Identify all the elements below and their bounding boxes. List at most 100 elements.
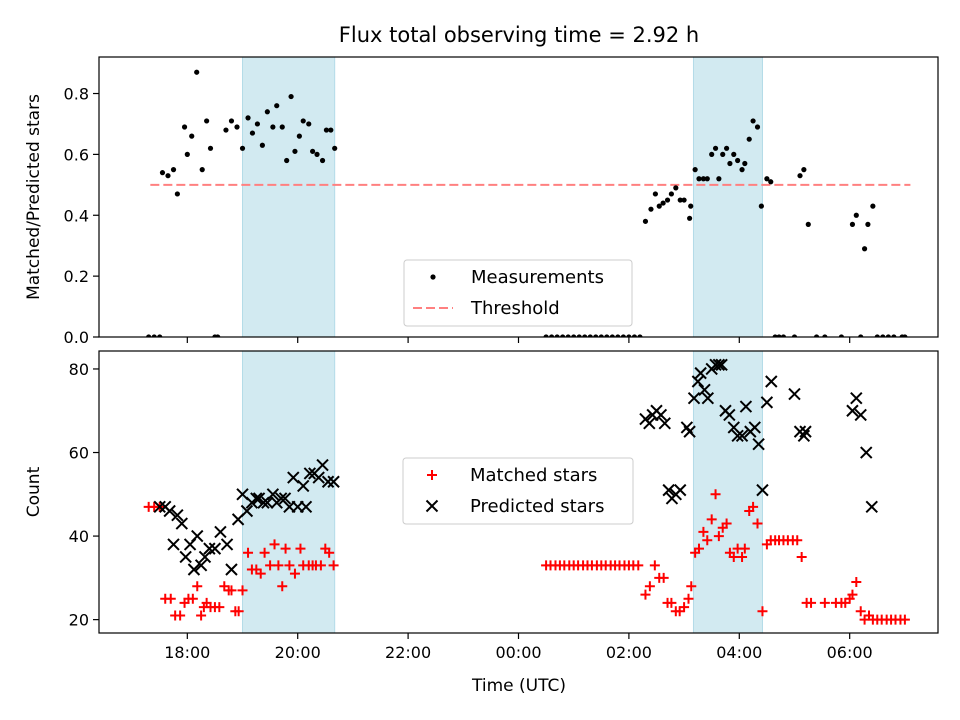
y-axis-label: Matched/Predicted stars — [24, 94, 44, 300]
legend-box — [403, 259, 633, 327]
x-tick-label: 04:00 — [716, 643, 762, 662]
predicted-star-point — [316, 458, 329, 472]
measurement-point — [709, 151, 715, 157]
measurement-point — [245, 115, 251, 121]
measurement-point — [170, 167, 177, 173]
measurement-point — [194, 69, 200, 75]
matched-star-point — [633, 560, 644, 571]
matched-star-point — [757, 606, 768, 617]
measurement-point — [292, 148, 298, 154]
measurement-point — [582, 334, 588, 337]
matched-star-point — [280, 543, 291, 554]
measurement-point — [768, 179, 774, 185]
plot-layer: 0.0 0.2 0.4 0.6 0.8 Matched/Predicted stars Me… — [24, 56, 939, 662]
measurement-point — [151, 334, 157, 337]
matched-star-point — [702, 535, 713, 546]
matched-star-point — [328, 560, 339, 571]
panel-1: 0.0 0.2 0.4 0.6 0.8 Matched/Predicted stars Me… — [24, 56, 939, 347]
measurement-point — [620, 334, 626, 337]
measurement-point — [791, 334, 798, 337]
matched-star-point — [658, 572, 669, 583]
predicted-star-point — [760, 396, 774, 409]
measurement-point — [776, 334, 782, 337]
matched-star-point — [644, 581, 655, 592]
measurement-point — [652, 191, 658, 197]
x-tick-label: 20:00 — [275, 643, 321, 662]
measurement-point — [284, 157, 290, 164]
measurement-point — [609, 334, 615, 337]
measurement-point — [673, 185, 679, 191]
measurement-point — [865, 221, 871, 227]
matched-star-point — [165, 593, 176, 604]
predicted-star-point — [723, 408, 736, 422]
x-tick-label: 00:00 — [495, 643, 541, 662]
predicted-star-point — [163, 504, 176, 518]
y-tick-label: 0.8 — [64, 85, 89, 104]
predicted-star-point — [266, 488, 280, 501]
predicted-star-point — [167, 538, 180, 551]
measurement-point — [319, 157, 326, 164]
measurement-point — [758, 203, 764, 209]
measurement-point — [902, 334, 908, 337]
measurement-point — [543, 334, 549, 337]
predicted-star-point — [198, 550, 212, 564]
measurement-point — [750, 118, 756, 124]
measurement-point — [631, 334, 638, 337]
measurement-point — [264, 109, 270, 115]
predicted-star-point — [698, 383, 711, 397]
predicted-star-point — [765, 375, 778, 388]
matched-star-point — [289, 568, 300, 579]
predicted-star-point — [735, 429, 749, 443]
matched-star-point — [324, 547, 335, 558]
predicted-star-point — [179, 550, 192, 564]
panel-2: 20 40 60 80 18:00 20:00 22:00 00:00 02:00 04:00 06… — [24, 350, 939, 662]
matched-star-point — [237, 585, 248, 596]
measurement-point — [249, 130, 256, 136]
matched-star-point — [855, 606, 866, 617]
measurement-point — [189, 133, 195, 139]
predicted-star-point — [171, 508, 184, 522]
predicted-star-point — [175, 517, 189, 530]
predicted-star-point — [191, 529, 204, 543]
measurement-point — [700, 176, 707, 182]
measurement-point — [560, 334, 566, 337]
predicted-star-point — [220, 538, 234, 551]
matched-star-point — [737, 551, 748, 562]
matched-star-point — [847, 589, 858, 600]
matched-star-point — [739, 543, 750, 554]
matched-star-point — [806, 597, 817, 608]
measurement-point — [712, 145, 719, 151]
measurement-point — [300, 118, 306, 124]
measurement-point — [853, 212, 859, 218]
matched-star-point — [683, 593, 694, 604]
measurement-point — [648, 206, 654, 212]
measurement-point — [681, 197, 687, 203]
measurement-point — [664, 197, 671, 203]
predicted-star-point — [297, 479, 310, 493]
measurement-point — [296, 133, 302, 139]
measurement-point — [239, 145, 246, 151]
matched-star-point — [748, 501, 759, 512]
legend-box — [402, 457, 634, 525]
measurement-point — [270, 124, 276, 130]
measurement-point — [598, 334, 604, 337]
matched-star-point — [796, 551, 807, 562]
predicted-star-point — [187, 563, 201, 576]
legend-label: Predicted stars — [470, 496, 604, 517]
measurement-point — [822, 334, 828, 337]
measurement-point — [184, 151, 190, 157]
measurement-point — [207, 145, 214, 151]
measurement-point — [159, 170, 166, 176]
measurement-point — [880, 334, 886, 337]
matched-star-point — [752, 518, 763, 529]
predicted-star-point — [658, 417, 671, 430]
measurement-point — [723, 145, 730, 151]
legend-marker — [430, 274, 436, 280]
predicted-star-point — [214, 525, 227, 539]
predicted-star-point — [662, 483, 675, 497]
measurement-point — [181, 124, 188, 130]
matched-star-point — [851, 577, 862, 588]
predicted-star-point — [865, 500, 878, 514]
